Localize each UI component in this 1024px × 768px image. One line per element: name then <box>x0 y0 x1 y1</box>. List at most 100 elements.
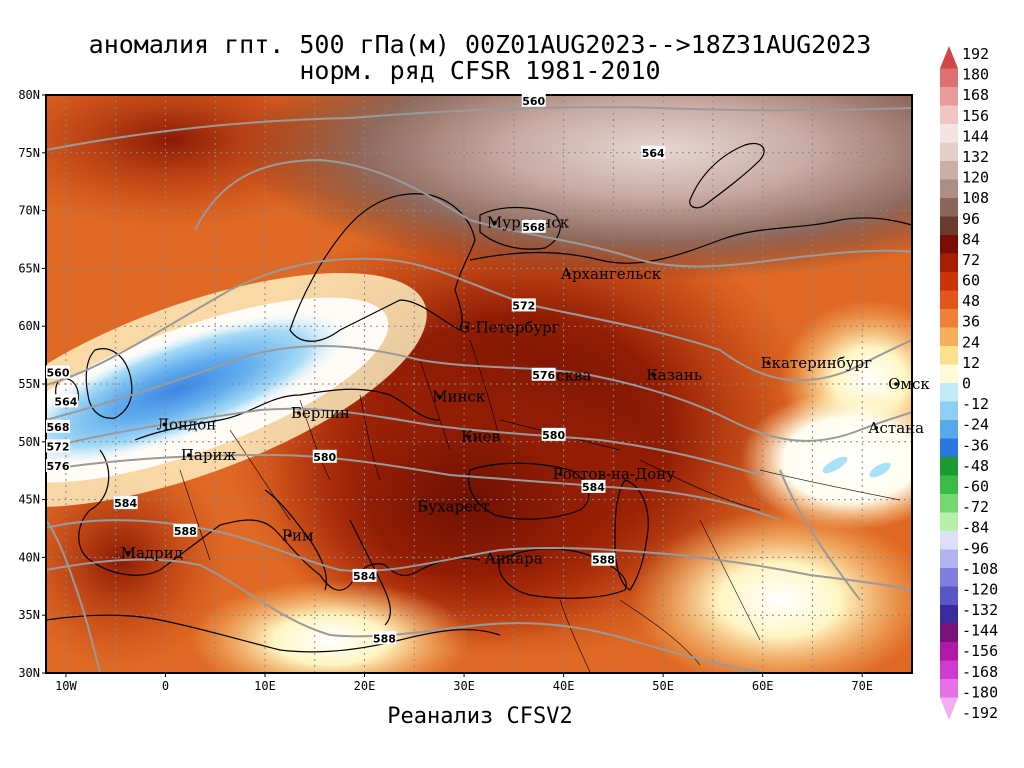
city-marker <box>766 361 771 365</box>
svg-text:580: 580 <box>313 451 336 464</box>
contour-label: 588 <box>173 523 198 538</box>
colorbar-swatch <box>940 642 958 661</box>
colorbar-label: 132 <box>962 148 989 166</box>
colorbar-label: -144 <box>962 622 998 640</box>
colorbar-swatch <box>940 235 958 254</box>
lat-tick-label: 65N <box>18 261 40 275</box>
city-label: Екатеринбург <box>761 354 872 372</box>
colorbar-label: 168 <box>962 86 989 104</box>
svg-text:564: 564 <box>54 395 77 408</box>
colorbar-label: -72 <box>962 498 989 516</box>
city-marker <box>467 434 471 439</box>
colorbar-swatch <box>940 401 958 421</box>
lon-tick-label: 40E <box>553 679 575 693</box>
colorbar-swatch <box>940 512 958 532</box>
colorbar-swatch <box>940 161 958 180</box>
city-label: Киев <box>461 428 500 446</box>
colorbar-swatch <box>940 105 958 125</box>
city-marker <box>493 220 497 225</box>
colorbar-swatch <box>940 216 958 236</box>
lat-tick-label: 40N <box>18 550 40 564</box>
lon-tick-label: 50E <box>652 679 674 693</box>
coastlines <box>46 142 912 653</box>
colorbar-label: 108 <box>962 189 989 207</box>
city-marker <box>465 325 469 330</box>
svg-text:560: 560 <box>522 95 545 108</box>
svg-text:564: 564 <box>642 147 665 160</box>
colorbar-swatch <box>940 68 958 88</box>
contour-labels: 560 564 568 572 576 580 584 588 580 584 588 588 584 5… <box>46 93 666 645</box>
colorbar-swatch <box>940 364 958 384</box>
colorbar-label: 120 <box>962 169 989 187</box>
svg-text:568: 568 <box>47 421 70 434</box>
colorbar-label: 48 <box>962 292 980 310</box>
city-label: Мадрид <box>121 544 183 562</box>
colorbar-label: -84 <box>962 519 989 537</box>
colorbar-swatch <box>940 46 958 69</box>
city-marker <box>894 382 898 386</box>
contour-label: 564 <box>53 394 78 408</box>
city-label: Астана <box>868 419 924 437</box>
contour-label: 580 <box>312 449 337 464</box>
colorbar-swatch <box>940 457 958 476</box>
colorbar-label: -60 <box>962 477 989 495</box>
city-label: Бухарест <box>417 498 489 516</box>
colorbar-swatch <box>940 309 958 328</box>
city-marker <box>558 472 563 476</box>
city-marker <box>438 394 442 399</box>
colorbar-swatch <box>940 531 958 550</box>
colorbar-label: 60 <box>962 272 980 290</box>
colorbar-label: 180 <box>962 66 989 84</box>
city-label: Берлин <box>291 404 350 422</box>
lon-tick-label: 30E <box>453 679 475 693</box>
city-label: Ростов-на-Дону <box>553 465 676 483</box>
city-label: Казань <box>646 366 702 384</box>
lat-tick-label: 60N <box>18 319 40 333</box>
city-label: С-Петербург <box>459 318 560 336</box>
height-contours <box>46 106 912 673</box>
contour-label: 568 <box>521 219 546 234</box>
colorbar: 1921801681561441321201089684726048362412… <box>940 45 998 722</box>
svg-text:588: 588 <box>592 554 615 567</box>
city-marker <box>490 556 495 561</box>
colorbar-swatch <box>940 586 958 606</box>
colorbar-swatch <box>940 438 958 458</box>
colorbar-swatch <box>940 605 958 624</box>
contour-label: 588 <box>372 631 397 645</box>
colorbar-label: 72 <box>962 251 980 269</box>
colorbar-label: 156 <box>962 107 989 125</box>
colorbar-swatch <box>940 549 958 569</box>
contour-label: 560 <box>46 365 70 379</box>
lon-tick-label: 0 <box>162 679 169 693</box>
lon-tick-label: 10E <box>254 679 276 693</box>
lat-tick-label: 50N <box>18 435 40 449</box>
map-title-line2: норм. ряд CFSR 1981-2010 <box>299 56 661 85</box>
contour-label: 580 <box>541 427 566 442</box>
lat-tick-label: 55N <box>18 377 40 391</box>
colorbar-swatch <box>940 290 958 310</box>
colorbar-label: -156 <box>962 642 998 660</box>
city-label: Париж <box>181 446 237 464</box>
svg-text:560: 560 <box>47 366 70 379</box>
city-marker <box>297 411 301 415</box>
colorbar-label: 96 <box>962 210 980 228</box>
colorbar-swatch <box>940 124 958 143</box>
colorbar-label: -180 <box>962 683 998 701</box>
svg-text:576: 576 <box>532 369 555 382</box>
city-label: Минск <box>432 388 486 406</box>
contour-label: 564 <box>641 145 666 160</box>
colorbar-label: -192 <box>962 704 998 722</box>
colorbar-swatch <box>940 346 958 365</box>
city-label: Рим <box>282 526 314 544</box>
map-title-line1: аномалия гпт. 500 гПа(м) 00Z01AUG2023-->… <box>88 30 872 59</box>
colorbar-label: 36 <box>962 313 980 331</box>
contour-label: 560 <box>521 93 546 108</box>
city-marker <box>874 426 878 430</box>
colorbar-swatch <box>940 253 958 273</box>
colorbar-label: -48 <box>962 457 989 475</box>
colorbar-label: 144 <box>962 127 989 145</box>
axis-ticks: 80N 75N 70N 65N 60N 55N 50N 45N 40N 35N 30N 10W 0 10E… <box>18 88 873 693</box>
svg-text:576: 576 <box>47 460 70 473</box>
colorbar-swatch <box>940 87 958 106</box>
